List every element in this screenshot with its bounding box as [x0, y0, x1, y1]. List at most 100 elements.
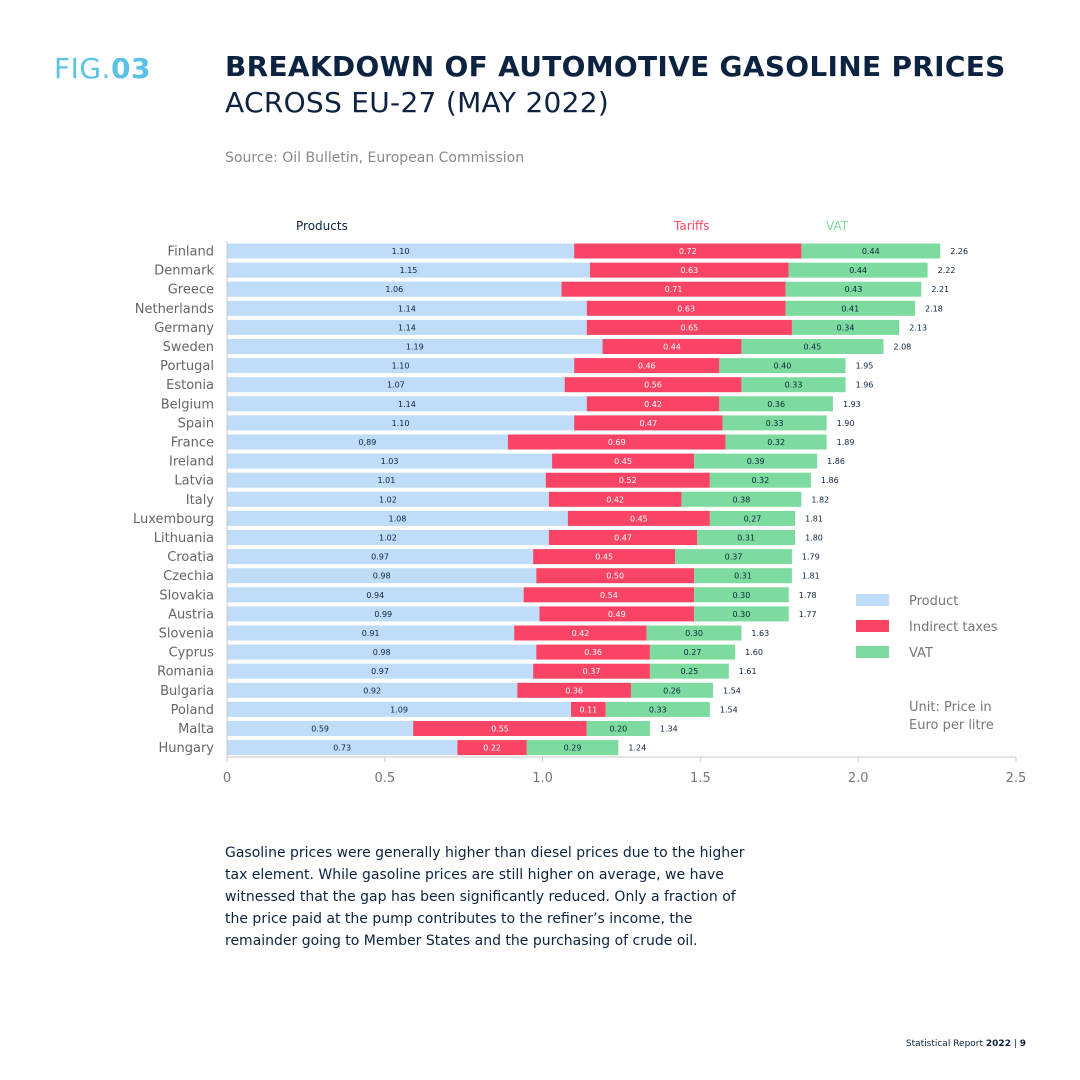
total-label: 2.08: [893, 343, 911, 352]
total-label: 1.24: [628, 744, 646, 753]
bar-row: Lithuania 1.02 0.47 0.31 1.80: [154, 530, 823, 546]
figure-number: 03: [110, 52, 151, 85]
bar-segment-vat: [681, 491, 802, 507]
data-label-product: 1.09: [390, 705, 408, 714]
category-label: Luxembourg: [133, 512, 214, 527]
data-label-tariffs: 0.46: [638, 362, 656, 371]
data-label-tariffs: 0.47: [639, 419, 657, 428]
data-label-tariffs: 0.54: [600, 591, 618, 600]
stacked-bar-chart: Products Tariffs VAT Finland 1.10 0.72 0.44 2.…: [133, 219, 1026, 786]
bar-segment-product: [227, 415, 575, 431]
bar-row: Luxembourg 1.08 0.45 0,27 1.81: [133, 510, 823, 527]
data-label-vat: 0.30: [685, 629, 703, 638]
bar-row: Bulgaria 0.92 0.36 0.26 1.54: [160, 682, 741, 699]
category-label: Slovenia: [159, 627, 214, 642]
bar-segment-tariffs: [536, 644, 650, 660]
data-label-tariffs: 0.36: [565, 686, 583, 695]
caption-text: Gasoline prices were generally higher th…: [225, 845, 745, 949]
data-label-vat: 0.31: [734, 572, 752, 581]
bar-segment-vat: [586, 721, 650, 736]
bar-row: Estonia 1.07 0.56 0.33 1.96: [166, 377, 873, 393]
total-label: 1.89: [837, 438, 855, 447]
bar-row: Netherlands 1.14 0.63 0.41 2.18: [135, 300, 943, 317]
total-label: 1.78: [799, 591, 817, 600]
data-label-product: 0.94: [366, 591, 384, 600]
data-label-product: 1.14: [398, 400, 416, 409]
unit-note: Unit: Price in: [909, 700, 992, 715]
data-label-vat: 0.43: [845, 285, 863, 294]
bar-segment-tariffs: [571, 701, 606, 717]
data-label-vat: 0.32: [767, 438, 785, 447]
data-label-product: 1.10: [392, 247, 410, 256]
bar-segment-tariffs: [602, 339, 742, 354]
data-label-vat: 0.32: [751, 476, 769, 485]
bars-group: Finland 1.10 0.72 0.44 2.26 Denmark 1.15 0.63 0.…: [133, 243, 968, 756]
data-label-product: 1.10: [392, 362, 410, 371]
category-label: Bulgaria: [160, 684, 214, 699]
column-header-products: Products: [296, 219, 348, 233]
bar-segment-product: [227, 358, 575, 374]
category-label: Spain: [178, 416, 214, 431]
bar-segment-vat: [741, 377, 846, 393]
bar-row: Cyprus 0.98 0.36 0.27 1.60: [169, 644, 763, 661]
data-label-tariffs: 0.65: [680, 323, 698, 332]
bar-row: Denmark 1.15 0.63 0.44 2.22: [154, 262, 955, 279]
footer: Statistical Report 2022 | 9: [905, 1039, 1026, 1049]
bar-segment-vat: [697, 530, 796, 545]
data-label-tariffs: 0.63: [677, 304, 695, 313]
bar-segment-vat: [801, 243, 941, 259]
bar-segment-tariffs: [514, 625, 647, 641]
footer-text: Statistical Report: [905, 1039, 984, 1049]
bar-segment-vat: [694, 453, 818, 469]
data-label-vat: 0.44: [862, 247, 880, 256]
x-tick-label: 0: [223, 771, 231, 786]
total-label: 1.63: [751, 629, 769, 638]
total-label: 2.26: [950, 247, 968, 256]
total-label: 1.34: [660, 725, 678, 734]
total-label: 1.81: [802, 572, 820, 581]
category-label: Netherlands: [135, 302, 214, 317]
bar-segment-product: [227, 262, 590, 278]
data-label-vat: 0,27: [744, 514, 762, 523]
bar-segment-vat: [605, 701, 710, 717]
data-label-product: 0.59: [311, 725, 329, 734]
data-label-product: 1.08: [389, 514, 407, 523]
bar-row: Latvia 1.01 0.52 0.32 1.86: [174, 472, 839, 489]
total-label: 2.18: [925, 304, 943, 313]
total-label: 1.86: [827, 457, 845, 466]
bar-segment-tariffs: [552, 453, 695, 469]
chart-subtitle: ACROSS EU-27 (MAY 2022): [225, 86, 610, 119]
bar-row: Portugal 1.10 0.46 0.40 1.95: [160, 358, 873, 374]
bar-segment-tariffs: [548, 491, 682, 507]
data-label-vat: 0.31: [737, 534, 755, 543]
category-label: Lithuania: [154, 531, 214, 546]
bar-segment-vat: [741, 339, 884, 354]
bar-segment-product: [227, 701, 572, 717]
bar-row: Belgium 1.14 0.42 0.36 1.93: [161, 396, 861, 412]
category-label: Sweden: [163, 340, 214, 355]
data-label-tariffs: 0.42: [644, 400, 662, 409]
data-label-product: 0.97: [371, 553, 389, 562]
data-label-product: 1.06: [385, 285, 403, 294]
category-label: Hungary: [158, 741, 214, 756]
bar-segment-product: [227, 606, 540, 622]
data-label-vat: 0.39: [747, 457, 765, 466]
bar-segment-vat: [791, 319, 900, 335]
data-label-tariffs: 0.63: [680, 266, 698, 275]
data-label-product: 1.01: [377, 476, 395, 485]
data-label-product: 1.02: [379, 534, 397, 543]
bar-segment-vat: [694, 587, 789, 603]
source-note: Source: Oil Bulletin, European Commissio…: [225, 150, 525, 166]
data-label-vat: 0.30: [733, 591, 751, 600]
bar-segment-vat: [785, 281, 922, 297]
total-label: 1.61: [739, 667, 757, 676]
bar-segment-vat: [785, 300, 916, 316]
bar-segment-product: [227, 568, 537, 584]
category-label: Denmark: [154, 264, 214, 279]
data-label-product: 0.98: [373, 648, 391, 657]
bar-row: Czechia 0.98 0.50 0.31 1.81: [163, 568, 820, 584]
bar-row: Croatia 0.97 0.45 0.37 1.79: [167, 549, 820, 565]
bar-row: Germany 1.14 0.65 0.34 2.13: [154, 319, 927, 336]
bar-segment-product: [227, 396, 587, 412]
total-label: 2.21: [931, 285, 949, 294]
